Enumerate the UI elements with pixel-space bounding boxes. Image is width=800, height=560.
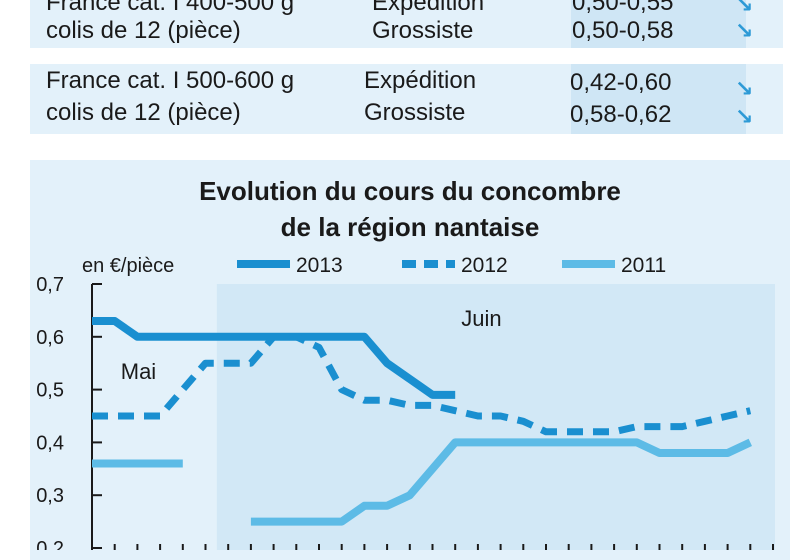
price-grossiste: 0,50-0,58 [572,17,674,44]
y-tick-label: 0,4 [36,432,64,454]
product-name: France cat. I 400-500 g [46,0,295,16]
stage-expedition: Expédition [364,67,477,94]
y-tick-label: 0,6 [36,327,64,349]
y-tick-label: 0,7 [36,274,64,296]
period-label-mai: Mai [121,359,156,384]
y-tick-label: 0,2 [36,538,64,550]
stage-expedition: Expédition [372,0,485,16]
stage-grossiste: Grossiste [372,17,474,44]
legend-label-2012: 2012 [461,254,508,277]
product-name: France cat. I 500-600 g [46,67,295,94]
down-right-arrow-icon: ↘ [735,104,754,129]
down-right-arrow-icon: ↘ [735,0,754,17]
down-right-arrow-icon: ↘ [735,76,754,101]
price-expedition: 0,50-0,55 [572,0,674,16]
legend-label-2011: 2011 [621,254,666,277]
chart-title-line2: de la région nantaise [280,212,540,242]
price-expedition: 0,42-0,60 [570,69,672,96]
product-packaging: colis de 12 (pièce) [46,17,241,44]
y-tick-label: 0,3 [36,485,64,507]
y-tick-label: 0,5 [36,380,64,402]
legend-label-2013: 2013 [296,254,343,277]
series-2011-line [250,438,752,526]
price-grossiste: 0,58-0,62 [570,101,672,128]
price-table-row-1: France cat. I 400-500 g colis de 12 (piè… [30,0,783,48]
period-label-juin: Juin [461,306,501,331]
series-2012-line [92,333,752,436]
chart-title-line1: Evolution du cours du concombre [199,176,621,206]
price-column-bg [571,64,746,134]
price-table-row-2: France cat. I 500-600 g colis de 12 (piè… [30,64,783,134]
price-column-bg [571,0,746,48]
y-axis-label: en €/pièce [82,255,174,277]
product-packaging: colis de 12 (pièce) [46,99,241,126]
stage-grossiste: Grossiste [364,99,466,126]
down-right-arrow-icon: ↘ [735,18,754,43]
